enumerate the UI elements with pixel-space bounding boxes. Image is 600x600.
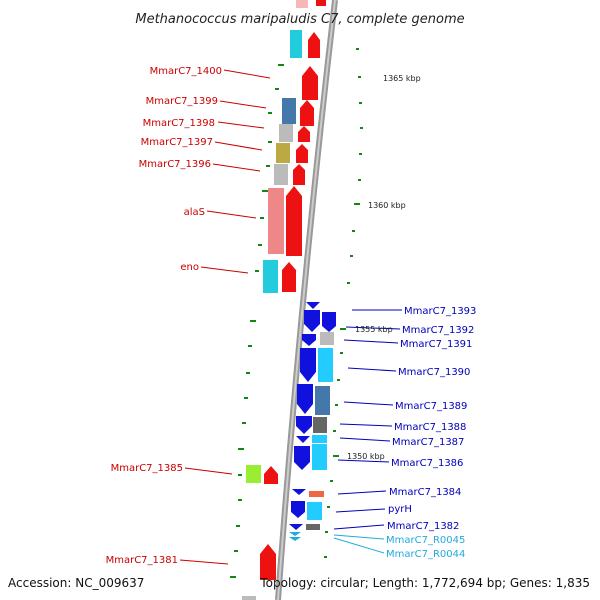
gene-label[interactable]: MmarC7_1391 bbox=[400, 339, 472, 350]
ruler-dots bbox=[324, 48, 363, 558]
feature-mmarc7-1386b bbox=[312, 444, 327, 470]
gene-label[interactable]: MmarC7_1386 bbox=[391, 458, 463, 469]
feature-mmarc7-1387b bbox=[296, 436, 310, 443]
inner-ticks bbox=[230, 64, 284, 578]
feature-mmarc7-1391 bbox=[320, 332, 334, 345]
feature-mmarc7-1400 bbox=[302, 66, 318, 100]
accession-text: Accession: NC_009637 bbox=[8, 576, 144, 590]
feature-top-red2 bbox=[308, 32, 320, 58]
feature-mmarc7-1392 bbox=[322, 312, 336, 332]
feature-mmarc7-1397 bbox=[276, 143, 290, 163]
feature-mmarc7-1388 bbox=[296, 416, 312, 434]
feature-mmarc7-1389b bbox=[315, 386, 330, 415]
gene-label[interactable]: eno bbox=[180, 262, 199, 273]
map-title: Methanococcus maripaludis C7, complete g… bbox=[135, 12, 464, 27]
feature-mmarc7-1385b bbox=[264, 466, 278, 484]
forward-leaders bbox=[333, 309, 402, 530]
feature-mmarc7-1390 bbox=[300, 348, 316, 382]
forward-labels: MmarC7_1393 MmarC7_1392 MmarC7_1391 Mmar… bbox=[387, 306, 476, 532]
gene-label[interactable]: MmarC7_1382 bbox=[387, 521, 459, 532]
gene-label[interactable]: MmarC7_1387 bbox=[392, 437, 464, 448]
feature-eno-b bbox=[282, 262, 296, 292]
rna-leaders bbox=[333, 534, 385, 554]
gene-label[interactable]: MmarC7_1389 bbox=[395, 401, 467, 412]
feature-mmarc7-1397b bbox=[296, 144, 308, 163]
gene-label[interactable]: MmarC7_1384 bbox=[389, 487, 461, 498]
feature-mmarc7-1398 bbox=[279, 124, 293, 142]
feature-rna-r0044 bbox=[289, 537, 301, 541]
rna-labels: MmarC7_R0045 MmarC7_R0044 bbox=[386, 535, 465, 560]
gene-label[interactable]: MmarC7_1392 bbox=[402, 325, 474, 336]
gene-label[interactable]: MmarC7_1393 bbox=[404, 306, 476, 317]
feature-mmarc7-1398b bbox=[298, 126, 310, 142]
rna-label[interactable]: MmarC7_R0044 bbox=[386, 549, 465, 560]
ruler-label-1350: 1350 kbp bbox=[347, 452, 385, 461]
feature-mmarc7-1388b bbox=[313, 417, 327, 433]
gene-label[interactable]: MmarC7_1385 bbox=[111, 463, 183, 474]
genome-info-text: Topology: circular; Length: 1,772,694 bp… bbox=[259, 576, 590, 590]
feature-mmarc7-1381 bbox=[260, 544, 276, 580]
reverse-labels: MmarC7_1400 MmarC7_1399 MmarC7_1398 Mmar… bbox=[106, 66, 222, 566]
feature-top-cyan bbox=[290, 30, 302, 58]
feature-mmarc7-1382 bbox=[289, 524, 303, 530]
feature-top-red bbox=[316, 0, 326, 6]
feature-mmarc7-1393b bbox=[304, 310, 320, 332]
feature-mmarc7-1389 bbox=[297, 384, 313, 414]
feature-eno bbox=[263, 260, 278, 293]
gene-label[interactable]: MmarC7_1388 bbox=[394, 422, 466, 433]
feature-alaS-b bbox=[286, 186, 302, 256]
gene-label[interactable]: MmarC7_1396 bbox=[139, 159, 211, 170]
rna-label[interactable]: MmarC7_R0045 bbox=[386, 535, 465, 546]
feature-rna-r0045 bbox=[289, 532, 301, 536]
feature-mmarc7-1393 bbox=[306, 302, 320, 309]
gene-label[interactable]: MmarC7_1381 bbox=[106, 555, 178, 566]
feature-mmarc7-1384 bbox=[292, 489, 306, 495]
feature-mmarc7-1382b bbox=[306, 524, 320, 530]
feature-mmarc7-1387 bbox=[312, 435, 327, 443]
feature-mmarc7-1396 bbox=[274, 164, 288, 185]
ruler-label-1360: 1360 kbp bbox=[368, 201, 406, 210]
feature-top-pink bbox=[296, 0, 308, 8]
ruler-label-1355: 1355 kbp bbox=[355, 325, 393, 334]
feature-mmarc7-1391b bbox=[302, 334, 316, 346]
gene-label[interactable]: pyrH bbox=[388, 504, 412, 515]
feature-alaS bbox=[268, 188, 284, 254]
feature-mmarc7-1385 bbox=[246, 465, 261, 483]
feature-mmarc7-1384b bbox=[309, 491, 324, 497]
gene-label[interactable]: MmarC7_1397 bbox=[141, 137, 213, 148]
gene-label[interactable]: alaS bbox=[184, 207, 205, 218]
ruler-label-1365: 1365 kbp bbox=[383, 74, 421, 83]
feature-mmarc7-1396b bbox=[293, 164, 305, 185]
gene-label[interactable]: MmarC7_1399 bbox=[146, 96, 218, 107]
gene-label[interactable]: MmarC7_1400 bbox=[150, 66, 222, 77]
gene-label[interactable]: MmarC7_1390 bbox=[398, 367, 470, 378]
feature-pyrH-b bbox=[307, 502, 322, 520]
reverse-leaders bbox=[179, 69, 271, 565]
reverse-features bbox=[242, 0, 326, 600]
feature-mmarc7-1399 bbox=[282, 98, 296, 124]
feature-mmarc7-1390b bbox=[318, 348, 333, 382]
gene-label[interactable]: MmarC7_1398 bbox=[143, 118, 215, 129]
feature-mmarc7-1386 bbox=[294, 446, 310, 470]
feature-pyrH bbox=[291, 501, 305, 518]
feature-mmarc7-1399b bbox=[300, 100, 314, 126]
forward-features bbox=[289, 302, 336, 541]
